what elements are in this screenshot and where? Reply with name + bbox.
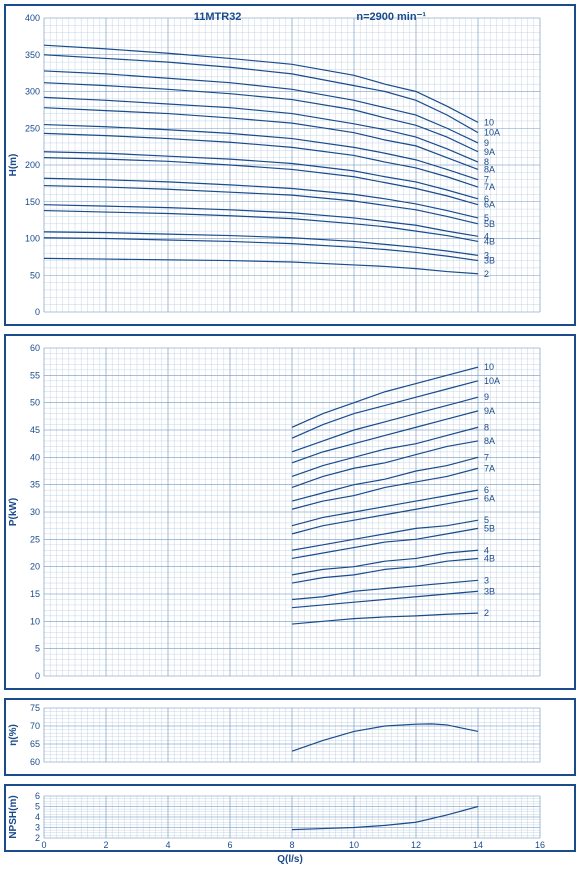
svg-text:6: 6 bbox=[227, 840, 232, 850]
page: 050100150200250300350400H(m)11MTR32n=290… bbox=[0, 0, 580, 871]
svg-text:35: 35 bbox=[30, 480, 40, 490]
svg-text:400: 400 bbox=[25, 13, 40, 23]
curve-label-7A: 7A bbox=[484, 182, 495, 192]
svg-text:2: 2 bbox=[35, 833, 40, 843]
npsh-ylabel: NPSH(m) bbox=[8, 795, 19, 838]
svg-text:8: 8 bbox=[289, 840, 294, 850]
svg-text:75: 75 bbox=[30, 703, 40, 713]
curve-label-5B: 5B bbox=[484, 219, 495, 229]
npsh-chart-panel: 234560246810121416NPSH(m) bbox=[4, 784, 576, 852]
svg-text:3: 3 bbox=[35, 823, 40, 833]
power-ylabel: P(kW) bbox=[8, 498, 19, 526]
svg-text:12: 12 bbox=[411, 840, 421, 850]
curve-label-10A: 10A bbox=[484, 376, 500, 386]
svg-text:4: 4 bbox=[165, 840, 170, 850]
curve-label-5B: 5B bbox=[484, 523, 495, 533]
svg-text:60: 60 bbox=[30, 343, 40, 353]
curve-label-4B: 4B bbox=[484, 553, 495, 563]
curve-label-10A: 10A bbox=[484, 128, 500, 138]
curve-label-9: 9 bbox=[484, 392, 489, 402]
curve-label-6A: 6A bbox=[484, 200, 495, 210]
efficiency-chart-panel: 60 65 70 75 η(%) bbox=[4, 698, 576, 776]
svg-text:50: 50 bbox=[30, 398, 40, 408]
svg-text:0: 0 bbox=[35, 307, 40, 317]
svg-text:300: 300 bbox=[25, 87, 40, 97]
svg-text:250: 250 bbox=[25, 123, 40, 133]
svg-text:45: 45 bbox=[30, 425, 40, 435]
curve-label-8A: 8A bbox=[484, 164, 495, 174]
svg-text:0: 0 bbox=[35, 671, 40, 681]
svg-text:2: 2 bbox=[103, 840, 108, 850]
power-chart-panel: 0 5 10 15 20 25 30 35 40 45 50 55 60 P(kW) 10 10A 9 9A 8 8A… bbox=[4, 334, 576, 690]
svg-text:16: 16 bbox=[535, 840, 545, 850]
svg-text:20: 20 bbox=[30, 562, 40, 572]
curve-label-7A: 7A bbox=[484, 463, 495, 473]
curve-label-7: 7 bbox=[484, 452, 489, 462]
curve-label-9A: 9A bbox=[484, 406, 495, 416]
curve-label-2: 2 bbox=[484, 269, 489, 279]
curve-label-8: 8 bbox=[484, 422, 489, 432]
svg-text:15: 15 bbox=[30, 589, 40, 599]
svg-text:55: 55 bbox=[30, 370, 40, 380]
svg-text:60: 60 bbox=[30, 757, 40, 767]
svg-text:150: 150 bbox=[25, 197, 40, 207]
curve-label-4B: 4B bbox=[484, 236, 495, 246]
curve-label-3B: 3B bbox=[484, 586, 495, 596]
svg-text:30: 30 bbox=[30, 507, 40, 517]
eff-ylabel: η(%) bbox=[8, 724, 19, 746]
curve-label-6A: 6A bbox=[484, 493, 495, 503]
svg-text:50: 50 bbox=[30, 270, 40, 280]
svg-text:5: 5 bbox=[35, 802, 40, 812]
curve-label-8A: 8A bbox=[484, 436, 495, 446]
curve-label-10: 10 bbox=[484, 117, 494, 127]
speed-title: n=2900 min⁻¹ bbox=[356, 11, 426, 23]
svg-text:200: 200 bbox=[25, 160, 40, 170]
curve-label-3B: 3B bbox=[484, 256, 495, 266]
head-chart-panel: 0 50 100 150 200 250 300 350 400 H(m) 11MTR32 n=290… bbox=[4, 4, 576, 326]
svg-text:10: 10 bbox=[30, 616, 40, 626]
curve-label-3: 3 bbox=[484, 575, 489, 585]
svg-text:4: 4 bbox=[35, 812, 40, 822]
svg-text:25: 25 bbox=[30, 534, 40, 544]
curve-label-9A: 9A bbox=[484, 147, 495, 157]
svg-text:5: 5 bbox=[35, 644, 40, 654]
curve-label-10: 10 bbox=[484, 362, 494, 372]
svg-text:14: 14 bbox=[473, 840, 483, 850]
svg-text:10: 10 bbox=[349, 840, 359, 850]
x-axis-label: Q(l/s) bbox=[0, 854, 580, 865]
svg-text:350: 350 bbox=[25, 50, 40, 60]
model-title: 11MTR32 bbox=[194, 11, 242, 23]
svg-text:0: 0 bbox=[41, 840, 46, 850]
curve-label-2: 2 bbox=[484, 608, 489, 618]
svg-text:65: 65 bbox=[30, 739, 40, 749]
svg-text:100: 100 bbox=[25, 234, 40, 244]
head-ylabel: H(m) bbox=[8, 154, 19, 177]
svg-text:6: 6 bbox=[35, 791, 40, 801]
svg-text:70: 70 bbox=[30, 721, 40, 731]
svg-text:40: 40 bbox=[30, 452, 40, 462]
